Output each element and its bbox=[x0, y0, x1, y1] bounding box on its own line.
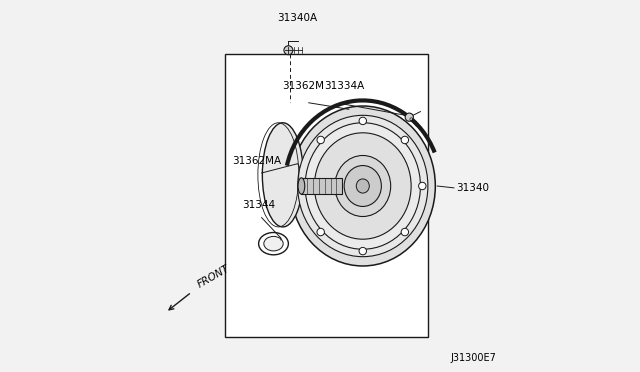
Text: 31334A: 31334A bbox=[324, 81, 364, 91]
Ellipse shape bbox=[344, 166, 381, 206]
Circle shape bbox=[317, 228, 324, 236]
Text: FRONT: FRONT bbox=[195, 264, 231, 290]
Circle shape bbox=[359, 117, 367, 125]
Ellipse shape bbox=[262, 123, 303, 227]
Ellipse shape bbox=[264, 237, 283, 251]
Circle shape bbox=[419, 182, 426, 190]
Text: 31340A: 31340A bbox=[278, 13, 317, 23]
Circle shape bbox=[284, 46, 293, 55]
Ellipse shape bbox=[305, 123, 420, 249]
Ellipse shape bbox=[356, 179, 369, 193]
Text: J31300E7: J31300E7 bbox=[451, 353, 497, 363]
Ellipse shape bbox=[259, 232, 289, 255]
Text: 31344: 31344 bbox=[242, 200, 275, 210]
Ellipse shape bbox=[314, 133, 411, 239]
Text: 31340: 31340 bbox=[456, 183, 489, 193]
Bar bbox=[301, 178, 342, 194]
Circle shape bbox=[401, 228, 408, 236]
Text: 31362MA: 31362MA bbox=[232, 155, 282, 166]
Bar bbox=[225, 54, 428, 337]
Circle shape bbox=[300, 182, 307, 190]
Ellipse shape bbox=[291, 106, 435, 266]
Text: 31362M: 31362M bbox=[282, 81, 324, 91]
Ellipse shape bbox=[405, 113, 413, 121]
Circle shape bbox=[359, 247, 367, 255]
Circle shape bbox=[317, 136, 324, 144]
Ellipse shape bbox=[298, 178, 305, 194]
Ellipse shape bbox=[298, 115, 428, 257]
Ellipse shape bbox=[335, 155, 390, 217]
Circle shape bbox=[401, 136, 408, 144]
